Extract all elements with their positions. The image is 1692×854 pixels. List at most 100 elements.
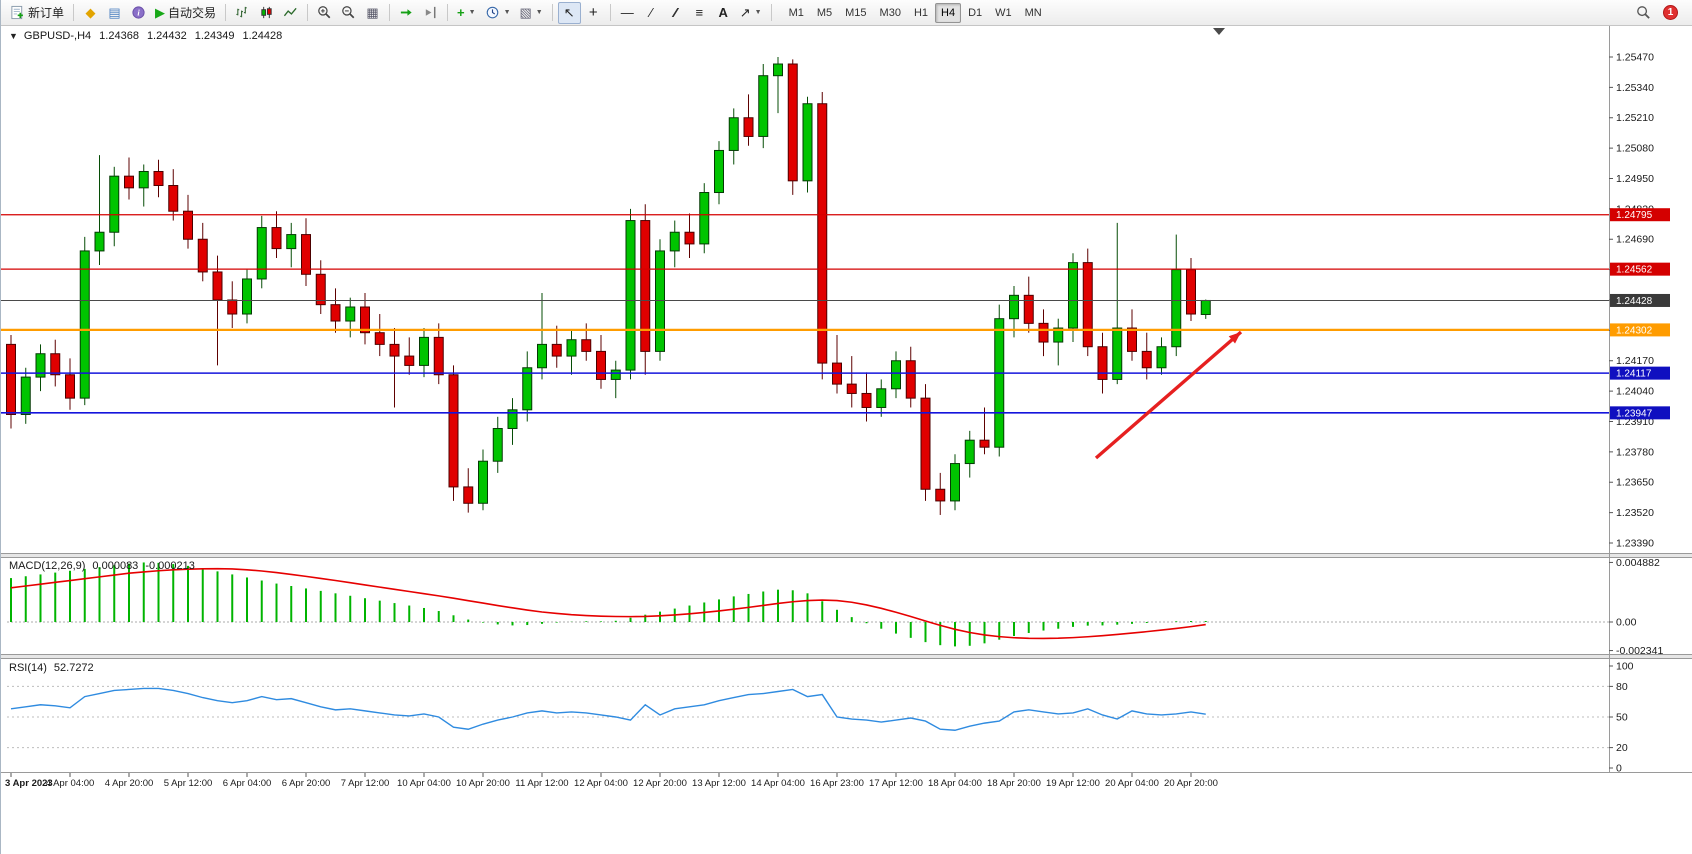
price-badge	[1610, 262, 1670, 276]
time-axis-label: 20 Apr 20:00	[1164, 778, 1218, 789]
timeframe-d1-button[interactable]: D1	[962, 3, 988, 23]
zoom-in-button[interactable]	[313, 2, 336, 24]
rsi-value: 52.7272	[53, 662, 94, 674]
time-axis-label: 11 Apr 12:00	[515, 778, 568, 789]
info-button[interactable]: i	[127, 2, 150, 24]
bar-chart-icon	[236, 6, 247, 18]
search-button[interactable]	[1632, 2, 1655, 24]
candle	[374, 314, 385, 357]
candle	[551, 325, 562, 368]
candle	[404, 337, 415, 375]
crosshair-tool-button[interactable]: +	[582, 2, 605, 24]
time-axis-label: 18 Apr 20:00	[987, 778, 1041, 789]
svg-text:i: i	[137, 8, 140, 18]
timeframe-m30-button[interactable]: M30	[874, 3, 907, 23]
timeframe-m5-button[interactable]: M5	[811, 3, 838, 23]
zoom-out-button[interactable]	[337, 2, 360, 24]
macd-label: MACD(12,26,9)	[9, 560, 86, 572]
candle	[714, 141, 724, 205]
notification-badge[interactable]: 1	[1663, 5, 1678, 20]
candle	[507, 398, 518, 445]
price-axis[interactable]	[1609, 26, 1692, 772]
bar-chart-button[interactable]	[231, 2, 254, 24]
time-axis-label: 3 Apr 2023	[5, 778, 53, 789]
tile-windows-button[interactable]: ▦	[361, 2, 384, 24]
autotrading-button[interactable]: ▶ 自动交易	[151, 2, 220, 24]
candle	[183, 194, 193, 249]
line-chart-button[interactable]	[279, 2, 302, 24]
market-button[interactable]: ▤	[103, 2, 126, 24]
line-chart-icon	[283, 7, 297, 17]
arrow-object-icon: ↗	[739, 5, 751, 20]
timeframe-w1-button[interactable]: W1	[989, 3, 1018, 23]
time-axis-label: 18 Apr 04:00	[928, 778, 982, 789]
separator	[447, 4, 449, 21]
price-badge	[1610, 323, 1670, 337]
candle	[1127, 309, 1137, 361]
candle	[537, 292, 547, 380]
panel-divider[interactable]	[1, 554, 1692, 557]
candle	[743, 94, 754, 146]
one-click-trading-toggle-icon[interactable]: ▼	[9, 31, 18, 41]
candle	[994, 304, 1005, 457]
separator	[770, 4, 772, 21]
indicators-button[interactable]: + ▼	[453, 2, 480, 24]
time-axis-label: 13 Apr 12:00	[692, 778, 746, 789]
periods-button[interactable]: ▼	[481, 2, 515, 24]
price-axis-label: 1.23390	[1616, 537, 1654, 549]
candle	[65, 358, 75, 410]
candle	[301, 218, 311, 286]
close-value: 1.24428	[242, 30, 283, 42]
price-axis-label: 1.25470	[1616, 52, 1654, 64]
price-axis-label: 1.23520	[1616, 507, 1654, 519]
time-axis[interactable]	[1, 772, 1692, 802]
macd-signal-value: -0.000213	[145, 560, 195, 572]
hline-tool-button[interactable]: —	[616, 2, 639, 24]
price-axis-label: 1.25210	[1616, 112, 1654, 124]
candle	[138, 164, 149, 207]
new-order-button[interactable]: 新订单	[6, 2, 68, 24]
search-icon	[1637, 6, 1650, 19]
chart-header: ▼ GBPUSD-,H4 1.24368 1.24432 1.24349 1.2…	[9, 30, 282, 42]
price-axis-label: 1.24950	[1616, 173, 1654, 185]
trend-arrow[interactable]	[1094, 330, 1243, 460]
timeframe-h4-button[interactable]: H4	[935, 2, 962, 23]
candle	[197, 222, 208, 282]
panel-divider[interactable]	[1, 655, 1692, 658]
fibonacci-tool-button[interactable]: ≡	[688, 2, 711, 24]
rsi-header: RSI(14) 52.7272	[9, 662, 94, 674]
candlestick-chart-button[interactable]	[255, 2, 278, 24]
candle	[876, 379, 887, 417]
low-value: 1.24349	[194, 30, 235, 42]
templates-button[interactable]: ▧ ▼	[516, 2, 547, 24]
rsi-axis-label: 100	[1616, 661, 1634, 673]
chevron-down-icon: ▼	[535, 9, 543, 16]
candle	[79, 236, 90, 406]
candle	[1053, 318, 1064, 366]
cursor-tool-button[interactable]: ↖	[557, 1, 581, 24]
mql5-button[interactable]: ◆	[79, 2, 102, 24]
separator	[551, 4, 553, 21]
candle	[920, 384, 931, 501]
candle	[566, 330, 577, 375]
candle	[478, 449, 488, 511]
chevron-down-icon: ▼	[468, 9, 476, 16]
timeframe-m1-button[interactable]: M1	[783, 3, 810, 23]
timeframe-mn-button[interactable]: MN	[1019, 3, 1048, 23]
arrows-tool-button[interactable]: ↗ ▼	[736, 2, 766, 24]
candle	[109, 166, 120, 247]
market-icon: ▤	[108, 5, 121, 20]
time-axis-label: 20 Apr 04:00	[1105, 778, 1159, 789]
auto-scroll-button[interactable]	[395, 2, 418, 24]
chart-shift-marker[interactable]	[1213, 28, 1225, 35]
chart-shift-button[interactable]	[419, 2, 442, 24]
channel-tool-button[interactable]: ∕∕	[664, 2, 687, 24]
timeframe-m15-button[interactable]: M15	[839, 3, 872, 23]
trendline-tool-button[interactable]: ∕	[640, 2, 663, 24]
time-axis-label: 7 Apr 12:00	[341, 778, 390, 789]
text-tool-button[interactable]: A	[712, 2, 735, 24]
timeframe-h1-button[interactable]: H1	[908, 3, 934, 23]
timeframe-switcher: M1 M5 M15 M30 H1 H4 D1 W1 MN	[783, 2, 1048, 23]
candle	[153, 159, 164, 198]
